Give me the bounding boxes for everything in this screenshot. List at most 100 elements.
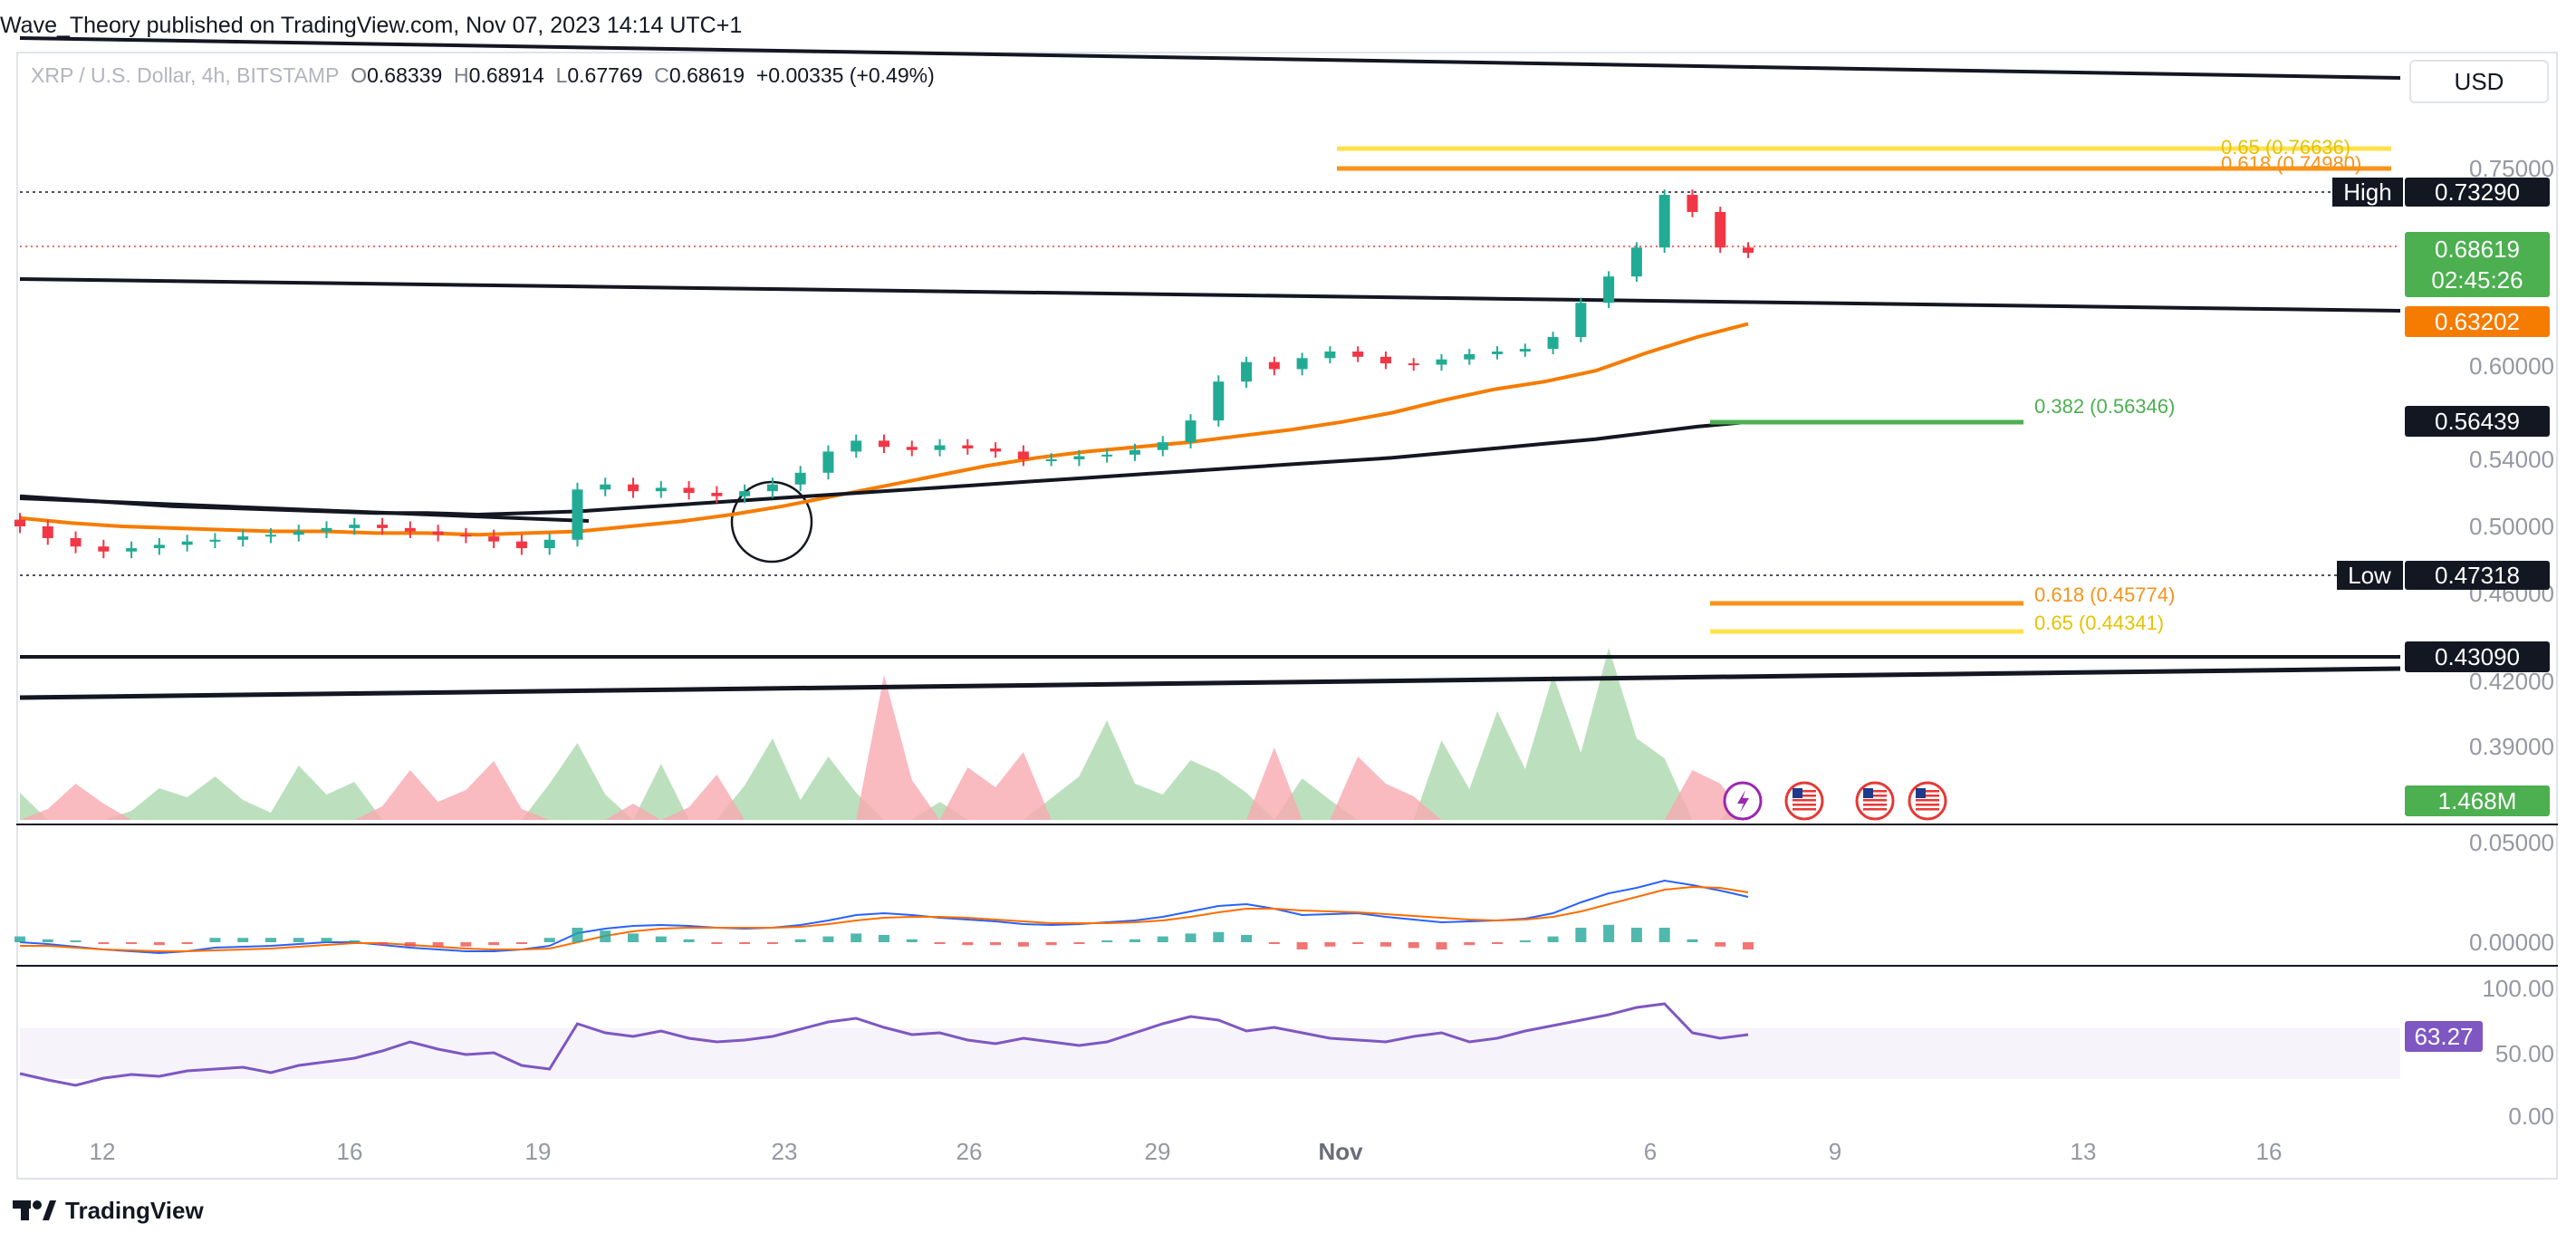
candle-body — [1743, 247, 1754, 254]
candle-body — [739, 491, 751, 496]
fib-label: 0.618 (0.45774) — [2034, 583, 2175, 606]
open-value: 0.68339 — [367, 63, 443, 87]
candle-body — [1157, 442, 1168, 450]
flag-stripe — [1863, 808, 1887, 811]
macd-histogram-bar — [432, 942, 444, 947]
macd-histogram-bar — [264, 938, 276, 942]
candle-body — [1101, 454, 1113, 457]
high-key: H — [454, 63, 469, 87]
macd-histogram-bar — [70, 940, 82, 942]
symbol-name: XRP / U.S. Dollar, 4h, BITSTAMP — [31, 63, 340, 87]
candle-body — [879, 440, 889, 448]
low-tag: Low — [2348, 562, 2391, 589]
volume-up-area — [20, 648, 1748, 820]
open-key: O — [351, 63, 368, 87]
macd-histogram-bar — [488, 942, 500, 946]
candle-body — [42, 526, 53, 538]
candles — [14, 189, 1754, 559]
branding[interactable]: TradingView — [13, 1192, 204, 1229]
macd-histogram-bar — [377, 942, 389, 946]
macd-histogram-bar — [1379, 942, 1391, 947]
high-tag: High — [2343, 178, 2391, 206]
candle-body — [515, 541, 527, 549]
macd-line — [19, 879, 1749, 955]
candle-body — [1408, 363, 1419, 366]
us-flag-icon[interactable] — [1908, 781, 1947, 821]
candle-body — [1241, 361, 1253, 382]
rsi-line — [19, 1002, 1749, 1087]
fib-label: 0.618 (0.74980) — [2221, 152, 2361, 175]
macd-histogram-bar — [1352, 942, 1364, 944]
macd-histogram-bar — [126, 942, 138, 944]
macd-histogram-bar — [572, 928, 583, 942]
candle-body — [1519, 349, 1531, 352]
candle-body — [237, 536, 249, 540]
flag-canton — [1793, 788, 1802, 798]
candle-body — [962, 445, 974, 448]
flag-stripe — [1863, 799, 1887, 802]
candle-body — [1464, 353, 1475, 360]
time-axis: 12 16 19 23 26 29 Nov 6 9 13 16 — [90, 1138, 2283, 1165]
dividend-icon[interactable] — [1723, 781, 1763, 821]
flag-stripe — [1793, 808, 1816, 811]
ema-short-label: 0.63202 — [2435, 308, 2520, 335]
candle-body — [1379, 356, 1391, 364]
candle-body — [851, 440, 862, 452]
candle-body — [1129, 449, 1140, 455]
candle-body — [14, 519, 25, 526]
flag-stripe — [1863, 790, 1887, 793]
us-flag-icon[interactable] — [1855, 781, 1895, 821]
ema-line-long — [19, 419, 1749, 517]
candle-body — [1213, 381, 1225, 421]
flag-stripe — [1793, 790, 1816, 793]
macd-histogram-bar — [404, 942, 416, 947]
candle-body — [98, 546, 110, 552]
volume-down-area — [20, 675, 1748, 820]
candle-body — [572, 489, 583, 540]
close-value: 0.68619 — [668, 63, 745, 87]
macd-histogram-bar — [293, 938, 304, 942]
current-price-value: 0.68619 — [2435, 236, 2520, 263]
macd-histogram-bar — [153, 942, 165, 946]
macd-histogram-bar — [822, 936, 834, 942]
candle-body — [1603, 276, 1615, 304]
macd-histogram-bar — [1436, 942, 1447, 949]
candle-body — [1073, 456, 1085, 459]
macd-tick-label: 0.00000 — [2469, 929, 2554, 956]
candle-body — [1715, 211, 1726, 248]
macd-histogram-bar — [1492, 942, 1504, 944]
time-tick-label: 16 — [337, 1138, 363, 1165]
macd-histogram-bar — [990, 942, 1002, 946]
us-flag-icon[interactable] — [1784, 781, 1824, 821]
candle-body — [1352, 352, 1364, 357]
candle-body — [293, 531, 304, 535]
time-tick-label: Nov — [1318, 1138, 1363, 1165]
macd-histogram-bar — [1603, 924, 1615, 942]
support-value-label-box — [2405, 641, 2550, 672]
chart-frame — [16, 52, 2558, 1180]
flag-stripe — [1863, 804, 1887, 806]
candle-body — [683, 487, 695, 493]
macd-histogram-bar — [1101, 940, 1113, 942]
high-value-label-box — [2405, 178, 2550, 207]
ema-short-label-box — [2405, 306, 2550, 337]
flag-stripe — [1916, 808, 1939, 811]
macd-histogram-bar — [1715, 942, 1726, 947]
time-tick-label: 9 — [1829, 1138, 1841, 1165]
candle-body — [1658, 195, 1670, 248]
change-value: +0.00335 (+0.49%) — [755, 63, 935, 87]
macd-histogram-bar — [879, 935, 889, 942]
candle-body — [432, 531, 444, 535]
event-icons[interactable] — [1723, 781, 1947, 821]
price-tick-label: 0.60000 — [2469, 352, 2554, 380]
macd-histogram-bar — [515, 942, 527, 944]
candle-body — [321, 527, 332, 532]
macd-histogram-bar — [683, 939, 695, 942]
currency-button[interactable]: USD — [2409, 60, 2549, 103]
fibonacci-levels: 0.65 (0.76636)0.618 (0.74980) 0.382 (0.56… — [1337, 136, 2391, 634]
macd-histogram-bar — [460, 942, 472, 947]
macd-histogram-bar — [906, 939, 918, 942]
flag-stripe — [1916, 795, 1939, 797]
rsi-value-label-box — [2405, 1021, 2483, 1052]
